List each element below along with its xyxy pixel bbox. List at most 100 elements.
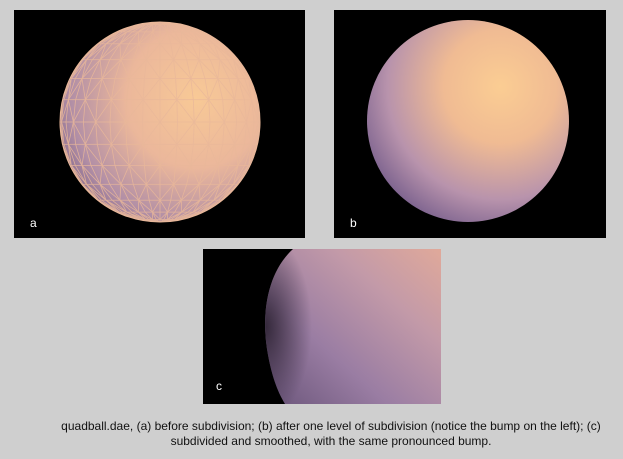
wire-edge — [73, 121, 76, 145]
wire-edge — [70, 59, 87, 79]
wire-edge — [175, 78, 178, 100]
wire-edge — [109, 121, 112, 145]
wire-edge — [142, 121, 161, 145]
wire-edge — [101, 59, 111, 79]
wire-edge — [248, 144, 252, 166]
wire-edge — [192, 31, 209, 45]
wire-edge — [181, 31, 201, 45]
wire-edge — [234, 99, 247, 123]
wire-edge — [152, 24, 157, 33]
wire-edge — [119, 31, 128, 45]
wire-edge — [186, 59, 192, 79]
wire-edge — [176, 99, 195, 123]
wire-edge — [219, 59, 239, 79]
wire-edge — [173, 59, 192, 79]
wire-edge — [227, 59, 239, 79]
wire-edge — [207, 43, 221, 60]
wire-edge — [70, 165, 84, 185]
wire-edge — [109, 99, 112, 123]
wire-edge — [208, 99, 211, 123]
wire-edge — [198, 43, 201, 60]
wire-edge — [187, 31, 201, 45]
wire-edge — [138, 24, 153, 33]
wire-edge — [170, 184, 174, 201]
wire-edge — [219, 59, 230, 79]
wire-edge — [222, 121, 225, 145]
wire-edge — [95, 121, 98, 145]
wire-edge — [61, 99, 69, 123]
wire-edge — [96, 144, 103, 166]
wire-edge — [86, 183, 107, 201]
wire-edge — [244, 121, 247, 145]
wire-edge — [138, 199, 153, 213]
wire-edge — [81, 165, 101, 185]
wire-edge — [128, 31, 139, 45]
wire-edge — [223, 121, 236, 145]
wire-edge — [228, 78, 236, 100]
wire-edge — [159, 99, 178, 123]
wire-edge — [142, 144, 145, 166]
wire-edge — [174, 31, 182, 44]
wire-edge — [217, 144, 236, 166]
wire-edge — [213, 184, 229, 201]
wire-edge — [159, 43, 174, 60]
wireframe-sphere-image — [59, 21, 261, 223]
wire-edge — [190, 165, 200, 185]
wire-edge — [73, 99, 86, 123]
wire-edge — [99, 183, 121, 201]
wire-edge — [167, 200, 172, 213]
wire-edge — [96, 78, 103, 100]
wire-edge — [237, 144, 245, 166]
wire-edge — [193, 121, 210, 145]
wire-edge — [244, 144, 252, 166]
wire-edge — [146, 165, 161, 185]
wire-edge — [192, 99, 195, 123]
wire-edge — [84, 144, 103, 166]
wire-edge — [192, 31, 201, 45]
wire-edge — [181, 199, 201, 213]
wire-edge — [167, 24, 176, 33]
wire-edge — [174, 200, 182, 213]
wire-edge — [110, 78, 130, 100]
wire-edge — [125, 99, 144, 123]
wire-edge — [213, 43, 229, 60]
wire-edge — [246, 121, 252, 145]
wire-edge — [120, 184, 130, 201]
wire-edge — [146, 184, 150, 201]
wire-edge — [68, 144, 72, 166]
wire-edge — [192, 199, 209, 213]
wire-edge — [159, 211, 168, 220]
wire-edge — [132, 43, 140, 60]
wire-edge — [73, 121, 86, 145]
wire-edge — [73, 99, 76, 123]
wire-edge — [99, 59, 103, 79]
wire-edge — [142, 144, 161, 166]
wire-edge — [74, 59, 87, 79]
wire-edge — [144, 59, 147, 79]
wire-edge — [82, 184, 99, 201]
wire-edge — [61, 99, 65, 123]
wire-edge — [208, 78, 219, 100]
wire-edge — [199, 184, 211, 201]
wire-edge — [198, 59, 219, 79]
wire-edge — [119, 31, 139, 45]
wire-edge — [101, 144, 112, 166]
wire-edge — [204, 78, 210, 100]
wire-edge — [237, 78, 245, 100]
wire-edge — [101, 165, 111, 185]
wire-edge — [101, 78, 112, 100]
wire-edge — [74, 165, 87, 185]
wire-edge — [152, 211, 161, 220]
wire-edge — [81, 165, 87, 185]
wire-edge — [99, 184, 113, 201]
wire-edge — [213, 183, 234, 201]
wire-edge — [99, 165, 103, 185]
wire-edge — [128, 199, 139, 213]
wire-edge — [257, 121, 259, 145]
wire-edge — [233, 165, 250, 185]
wire-edge — [63, 78, 72, 100]
closeup-sphere-image — [265, 249, 441, 404]
wire-edge — [148, 31, 153, 44]
panel-a-label: a — [30, 216, 37, 230]
wire-edge — [221, 43, 234, 60]
